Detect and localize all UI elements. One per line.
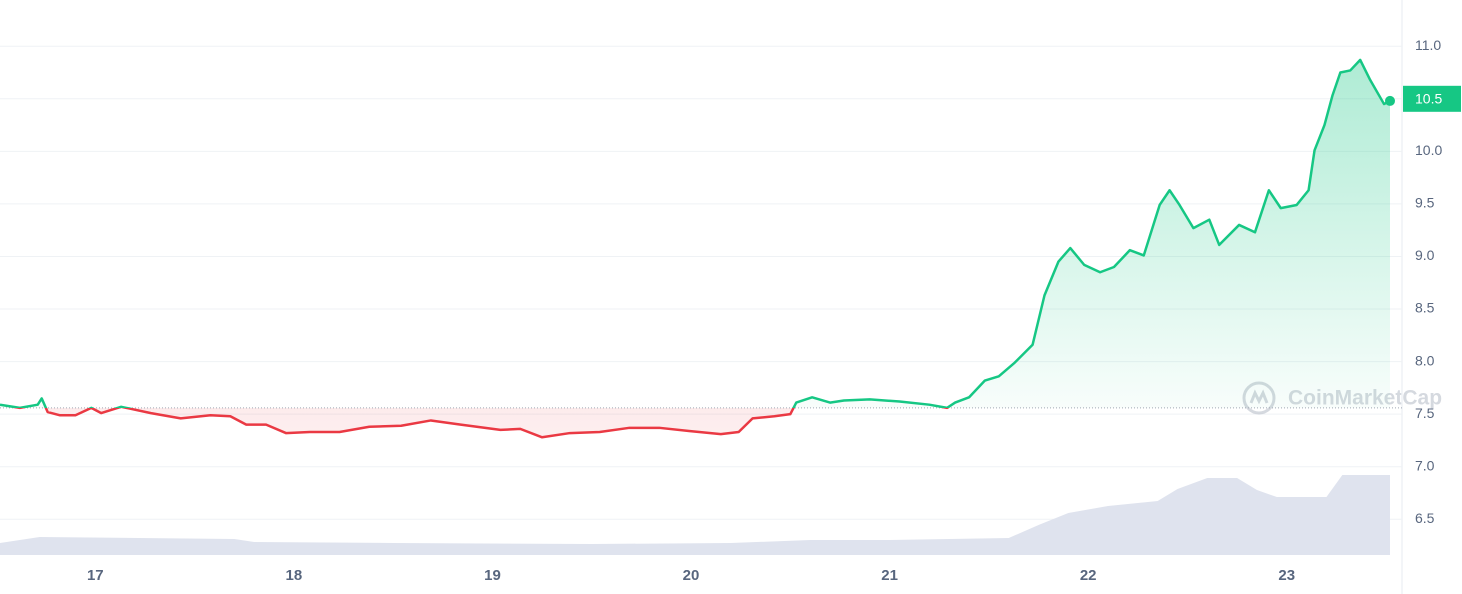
y-tick-label: 9.0 [1415, 247, 1435, 263]
volume [0, 475, 1390, 555]
plot: 10.5 [0, 58, 1461, 439]
x-tick-label: 18 [286, 567, 303, 584]
price-area [0, 59, 1390, 438]
y-tick-label: 6.5 [1415, 510, 1435, 526]
x-tick-label: 23 [1278, 567, 1295, 584]
y-tick-label: 8.0 [1415, 352, 1435, 368]
x-tick-label: 20 [683, 567, 700, 584]
y-tick-label: 9.5 [1415, 195, 1435, 211]
y-tick-label: 10.0 [1415, 142, 1442, 158]
y-tick-label: 8.5 [1415, 300, 1435, 316]
y-tick-label: 11.0 [1415, 37, 1441, 53]
x-tick-label: 19 [484, 567, 501, 584]
x-tick-label: 21 [881, 567, 898, 584]
y-tick-label: 7.0 [1415, 457, 1435, 473]
y-tick-label: 7.5 [1415, 405, 1435, 421]
last-point [1385, 95, 1395, 106]
price-tag [1403, 85, 1461, 112]
price-line [0, 58, 1391, 439]
volume-area [0, 475, 1390, 555]
x-tick-label: 17 [87, 567, 104, 584]
price-tag-label: 10.5 [1415, 91, 1442, 107]
x-tick-label: 22 [1080, 567, 1097, 584]
